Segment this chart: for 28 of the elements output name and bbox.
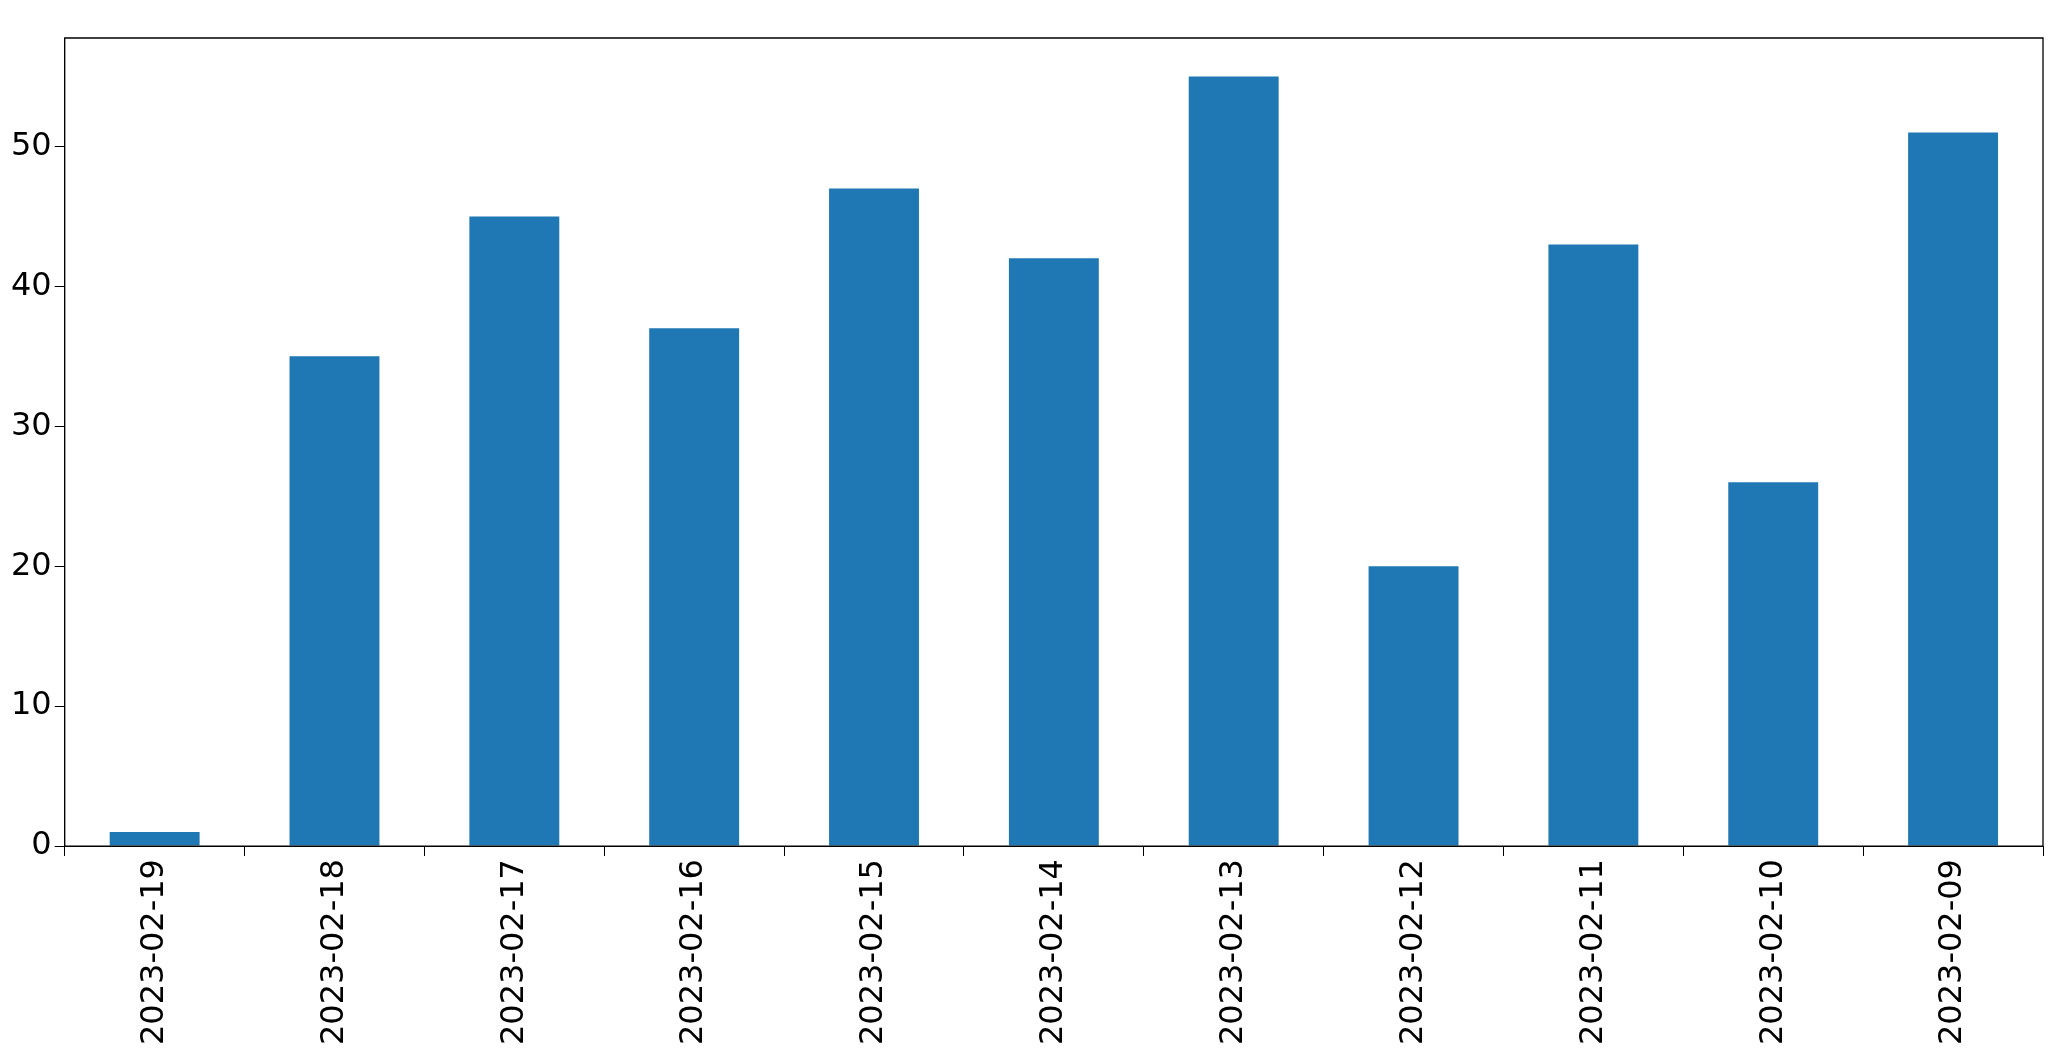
x-tick-label: 2023-02-13 [1212, 859, 1251, 1045]
bar [649, 328, 740, 846]
bar [1908, 132, 1999, 846]
bar [469, 216, 560, 846]
x-tick-label: 2023-02-19 [132, 859, 171, 1045]
x-tick-label: 2023-02-14 [1032, 859, 1071, 1045]
bar [1548, 244, 1639, 846]
y-tick-label: 50 [11, 124, 52, 163]
bar [109, 832, 200, 846]
y-tick-label: 30 [11, 404, 52, 443]
y-tick-label: 0 [31, 824, 52, 863]
x-tick-label: 2023-02-10 [1751, 859, 1790, 1045]
bar [829, 188, 919, 846]
x-tick-label: 2023-02-11 [1571, 859, 1610, 1045]
x-tick-label: 2023-02-09 [1931, 859, 1970, 1045]
bar [1188, 76, 1279, 846]
bar [1008, 258, 1099, 846]
y-tick-label: 20 [11, 544, 52, 583]
y-tick-label: 10 [11, 684, 52, 723]
x-tick-label: 2023-02-17 [492, 859, 531, 1045]
bar [1368, 566, 1459, 846]
x-tick-label: 2023-02-16 [672, 859, 711, 1045]
y-tick-label: 40 [11, 264, 52, 303]
bar [289, 356, 380, 846]
x-tick-label: 2023-02-12 [1391, 859, 1430, 1045]
x-tick-label: 2023-02-18 [312, 859, 351, 1045]
x-tick-label: 2023-02-15 [852, 859, 891, 1045]
bar [1728, 482, 1819, 846]
